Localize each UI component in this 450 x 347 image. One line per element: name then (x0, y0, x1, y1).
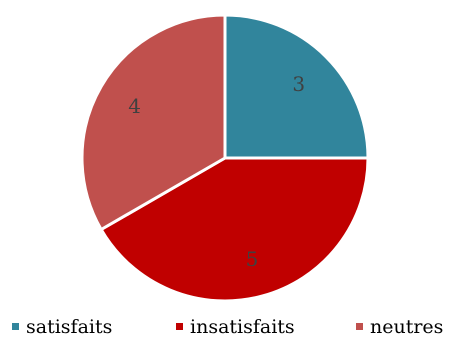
legend-marker-insatisfaits (176, 323, 183, 330)
pie-slice-insatisfaits (99, 156, 370, 303)
pie-slices (80, 13, 370, 303)
data-label-insatisfaits: 5 (246, 247, 259, 271)
data-label-satisfaits: 3 (292, 72, 305, 96)
legend-marker-neutres (356, 323, 363, 330)
pie-slice-neutres (80, 13, 227, 232)
legend-label-insatisfaits: insatisfaits (190, 316, 295, 338)
legend-label-neutres: neutres (370, 316, 443, 338)
legend-marker-satisfaits (12, 323, 19, 330)
data-label-neutres: 4 (128, 94, 141, 118)
legend-label-satisfaits: satisfaits (26, 316, 112, 338)
pie-slice-satisfaits (223, 13, 370, 160)
legend: satisfaits insatisfaits neutres (12, 316, 443, 338)
data-labels: 3 5 4 (128, 72, 305, 271)
